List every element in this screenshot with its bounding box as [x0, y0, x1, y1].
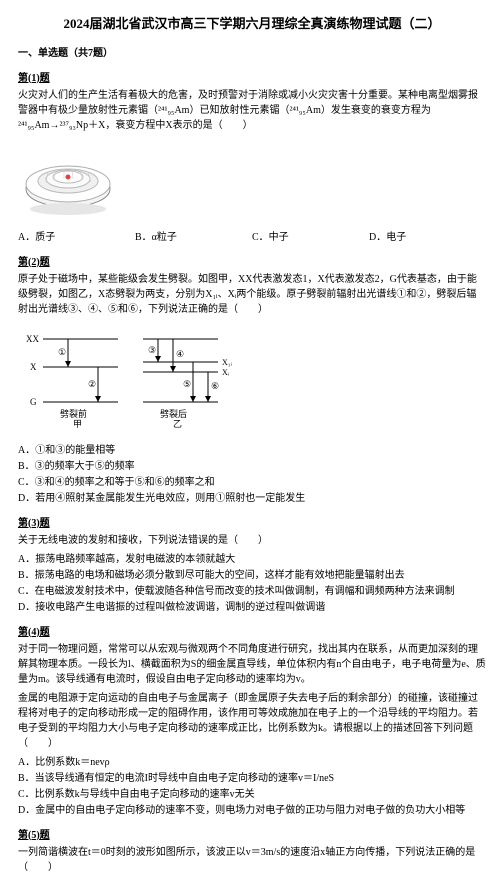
q2-number: 第(2)题	[18, 255, 486, 270]
q1-optB: B．α粒子	[135, 230, 252, 245]
q4-optA: A．比例系数k＝nevρ	[18, 755, 486, 770]
q1-options: A．质子 B．α粒子 C．中子 D．电子	[18, 230, 486, 245]
svg-text:⑤: ⑤	[183, 379, 191, 389]
svg-text:①: ①	[58, 347, 66, 357]
svg-text:④: ④	[176, 349, 184, 359]
q3-optB: B．振荡电路的电场和磁场必须分散到尽可能大的空间，这样才能有效地把能量辐射出去	[18, 568, 486, 583]
q4-optD: D．金属中的自由电子定向移动的速率不变，则电场力对电子做的正功与阻力对电子做的负…	[18, 803, 486, 818]
svg-text:劈裂后: 劈裂后	[160, 408, 187, 419]
q1-optD: D．电子	[369, 230, 486, 245]
svg-text:②: ②	[88, 379, 96, 389]
q3-optC: C．在电磁波发射技术中，使载波随各种信号而改变的技术叫做调制，有调幅和调频两种方…	[18, 584, 486, 599]
q2-optC: C．③和④的频率之和等于⑤和⑥的频率之和	[18, 475, 486, 490]
q1-number: 第(1)题	[18, 71, 486, 86]
q4-number: 第(4)题	[18, 625, 486, 640]
q5-number: 第(5)题	[18, 828, 486, 843]
svg-text:XX: XX	[26, 334, 39, 344]
svg-text:③: ③	[148, 345, 156, 355]
q3-number: 第(3)题	[18, 516, 486, 531]
section-heading: 一、单选题（共7题）	[18, 46, 486, 61]
svg-text:⑥: ⑥	[211, 381, 219, 391]
svg-text:X₁ᵢ: X₁ᵢ	[222, 358, 233, 367]
q2-stem: 原子处于磁场中，某些能级会发生劈裂。如图甲，XX代表激发态1，X代表激发态2，G…	[18, 272, 486, 317]
q3-stem: 关于无线电波的发射和接收，下列说法错误的是（ ）	[18, 533, 486, 548]
exam-title: 2024届湖北省武汉市高三下学期六月理综全真演练物理试题（二）	[18, 14, 486, 34]
q4-options: A．比例系数k＝nevρ B．当该导线通有恒定的电流I时导线中自由电子定向移动的…	[18, 755, 486, 818]
svg-text:Xᵢ: Xᵢ	[222, 368, 230, 377]
svg-text:劈裂前: 劈裂前	[60, 408, 87, 419]
svg-text:X: X	[30, 362, 37, 372]
q2-optA: A．①和③的能量相等	[18, 443, 486, 458]
svg-text:G: G	[30, 397, 37, 407]
q3-optA: A．振荡电路频率越高，发射电磁波的本领就越大	[18, 552, 486, 567]
q2-options: A．①和③的能量相等 B．③的频率大于⑤的频率 C．③和④的频率之和等于⑤和⑥的…	[18, 443, 486, 506]
q2-optD: D．若用④照射某金属能发生光电效应，则用①照射也一定能发生	[18, 491, 486, 506]
q1-optA: A．质子	[18, 230, 135, 245]
svg-text:乙: 乙	[173, 419, 182, 429]
q5-stem: 一列简谐横波在t＝0时刻的波形如图所示，该波正以v＝3m/s的速度沿x轴正方向传…	[18, 845, 486, 875]
q4-optC: C．比例系数k与导线中自由电子定向移动的速率v无关	[18, 787, 486, 802]
svg-text:甲: 甲	[73, 419, 82, 429]
q4-optB: B．当该导线通有恒定的电流I时导线中自由电子定向移动的速率v＝I/neS	[18, 771, 486, 786]
q4-stem: 对于同一物理问题，常常可以从宏观与微观两个不同角度进行研究，找出其内在联系，从而…	[18, 642, 486, 687]
q3-options: A．振荡电路频率越高，发射电磁波的本领就越大 B．振荡电路的电场和磁场必须分散到…	[18, 552, 486, 615]
q2-optB: B．③的频率大于⑤的频率	[18, 459, 486, 474]
q1-figure	[18, 139, 486, 224]
q4-stem2: 金属的电阻源于定向运动的自由电子与金属离子（即金属原子失去电子后的剩余部分）的碰…	[18, 691, 486, 751]
q1-stem: 火灾对人们的生产生活有着极大的危害，及时预警对于消除或减小火灾灾害十分重要。某种…	[18, 88, 486, 133]
q1-optC: C．中子	[252, 230, 369, 245]
q3-optD: D．接收电路产生电谐振的过程叫做检波调谐，调制的逆过程叫做调谐	[18, 600, 486, 615]
q2-figure: ① ② XX X G 劈裂前 甲 X₁ᵢ Xᵢ ③ ④ ⑤ ⑥ 劈裂后 乙	[18, 327, 238, 437]
